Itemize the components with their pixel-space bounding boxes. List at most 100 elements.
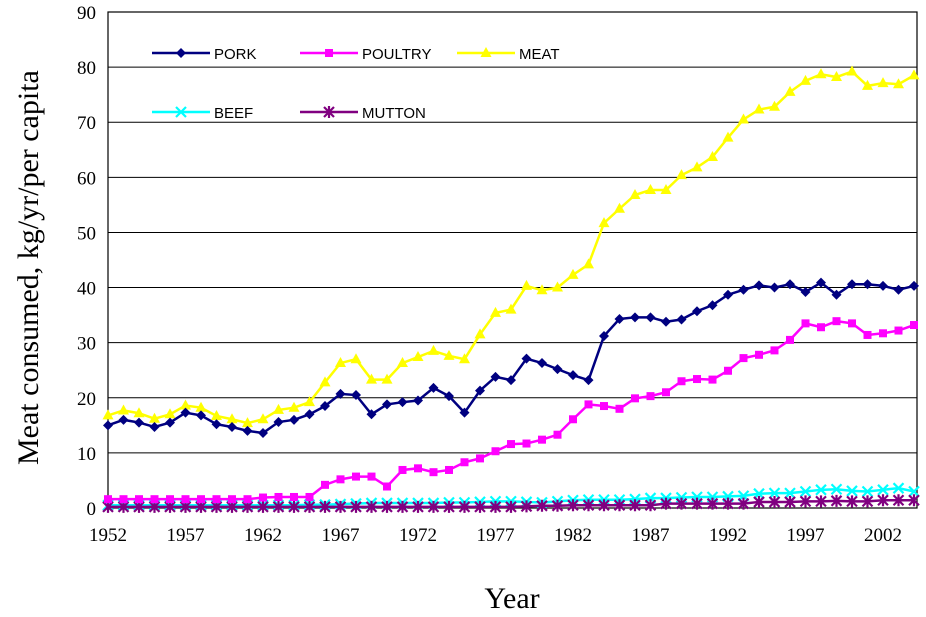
mutton-point <box>505 500 517 513</box>
pork-point <box>893 284 904 295</box>
meat-point <box>211 409 222 420</box>
mutton-point <box>598 499 610 512</box>
legend-marker <box>176 48 186 58</box>
mutton-point <box>660 497 672 510</box>
meat-point <box>381 373 393 384</box>
pork-point <box>878 280 888 291</box>
beef-point <box>815 484 827 496</box>
x-tick-label: 1957 <box>167 525 205 546</box>
poultry-point <box>321 480 329 489</box>
poultry-point <box>367 472 376 481</box>
mutton-point <box>737 497 750 510</box>
pork-point <box>661 316 671 327</box>
meat-point <box>164 408 176 419</box>
poultry-point <box>584 400 593 409</box>
x-tick-label: 1987 <box>632 525 670 546</box>
pork-point <box>707 300 718 311</box>
x-tick-label: 1972 <box>399 525 437 546</box>
mutton-point <box>551 499 564 512</box>
y-tick-label: 80 <box>77 58 96 79</box>
beef-point <box>892 482 905 494</box>
pork-point <box>676 314 687 325</box>
meat-line <box>107 70 915 425</box>
mutton-point <box>691 497 703 510</box>
y-tick-label: 90 <box>77 3 96 24</box>
mutton-point <box>830 494 843 507</box>
legend-item-meat: MEAT <box>457 46 560 63</box>
pork-point <box>320 401 330 412</box>
poultry-point <box>274 492 283 501</box>
meat-point <box>598 217 610 228</box>
pork-point <box>165 417 175 428</box>
poultry-point <box>755 350 763 359</box>
pork-point <box>506 375 516 386</box>
poultry-point <box>104 495 112 504</box>
poultry-point <box>724 366 732 375</box>
meat-point <box>645 184 656 195</box>
x-tick-label: 1962 <box>244 525 282 546</box>
y-tick-label: 70 <box>77 113 96 134</box>
poultry-point <box>662 388 670 397</box>
poultry-point <box>212 495 221 504</box>
poultry-point <box>290 492 298 501</box>
meat-point <box>722 131 734 142</box>
poultry-point <box>460 458 469 467</box>
poultry-point <box>817 323 825 332</box>
y-tick-label: 50 <box>77 223 96 244</box>
pork-point <box>583 375 594 386</box>
pork-point <box>382 399 392 410</box>
meat-point <box>443 349 455 360</box>
poultry-point <box>786 335 794 344</box>
pork-point <box>630 312 640 323</box>
x-tick-label: 1997 <box>787 525 825 546</box>
poultry-point <box>848 319 856 328</box>
legend-label: MEAT <box>519 46 560 63</box>
mutton-point <box>427 500 440 513</box>
pork-point <box>211 419 222 430</box>
meat-point <box>629 188 641 199</box>
pork-point <box>475 385 485 396</box>
mutton-point <box>722 497 734 510</box>
pork-point <box>366 409 377 420</box>
pork-point <box>351 390 361 401</box>
poultry-point <box>305 492 314 501</box>
meat-point <box>614 202 625 213</box>
mutton-point <box>799 495 812 508</box>
x-tick-label: 1967 <box>322 525 360 546</box>
pork-point <box>738 284 749 295</box>
mutton-point <box>536 499 548 512</box>
pork-point <box>242 425 253 436</box>
gridlines <box>108 66 917 454</box>
meat-point <box>304 396 315 407</box>
pork-point <box>831 289 842 300</box>
series-lines <box>102 65 920 513</box>
meat-point <box>490 306 501 317</box>
poultry-point <box>801 319 810 328</box>
pork-point <box>614 313 625 324</box>
beef-point <box>908 485 920 498</box>
mutton-point <box>908 494 920 507</box>
pork-point <box>397 397 408 408</box>
meat-point <box>862 79 873 90</box>
pork-point <box>692 306 702 317</box>
legend: PORK POULTRY MEAT BEEF MUTTON <box>152 46 560 122</box>
mutton-point <box>319 500 331 513</box>
beef-point <box>877 484 889 496</box>
pork-point <box>335 388 346 399</box>
meat-point <box>412 350 424 361</box>
pork-point <box>118 414 129 425</box>
meat-point <box>180 399 191 410</box>
pork-point <box>754 280 764 291</box>
poultry-point <box>166 495 174 504</box>
mutton-point <box>396 500 409 513</box>
mutton-point <box>892 494 905 507</box>
mutton-point <box>520 500 533 513</box>
poultry-point <box>646 392 655 401</box>
meat-point <box>288 401 300 412</box>
poultry-point <box>910 321 918 330</box>
mutton-point <box>582 499 595 512</box>
poultry-point <box>677 377 686 386</box>
y-tick-label: 10 <box>77 444 96 465</box>
poultry-point <box>832 317 841 326</box>
mutton-point <box>458 500 471 513</box>
